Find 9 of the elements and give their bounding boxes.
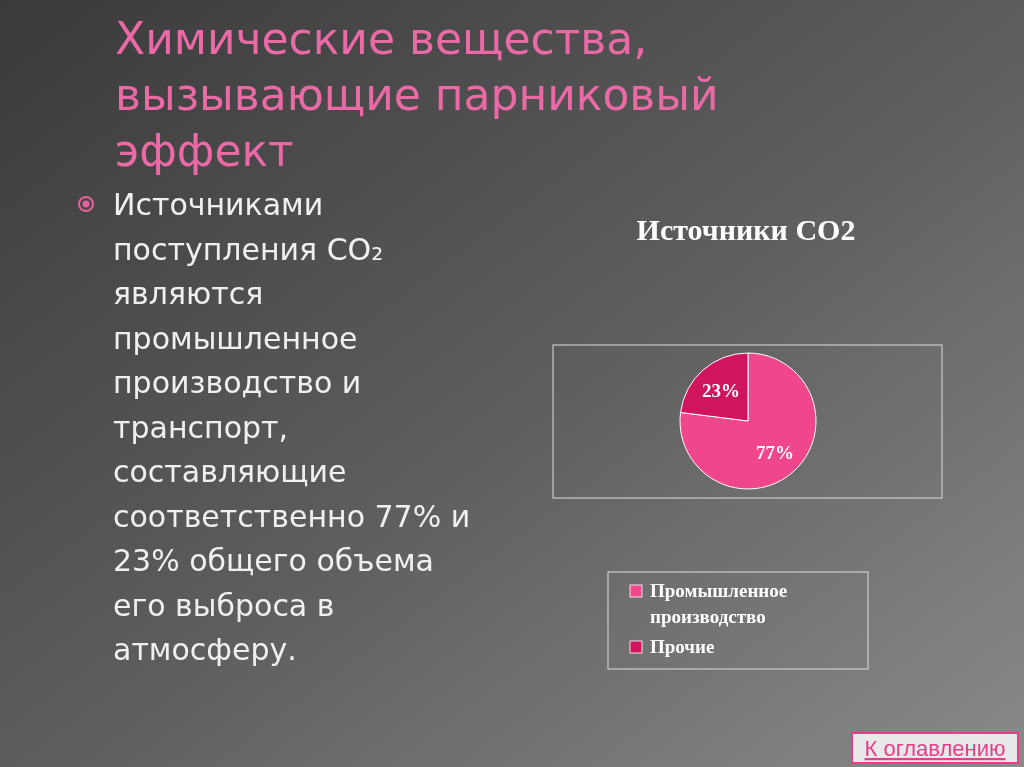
data-label: 23% (702, 380, 741, 402)
pie-slice (679, 352, 817, 490)
text: Источниками поступления CO₂ являются промышленное производство и транспорт, составляющие соответственно 77% и 23% общего объема его выброса в атмосферу. (113, 187, 471, 667)
data-label: 77% (755, 441, 794, 463)
legend-label: Промышленное производство (650, 580, 788, 627)
text: Химические вещества, вызывающие парниковый эффект (115, 13, 719, 176)
text: К оглавлению (864, 736, 1006, 761)
chart-title: Источники CO2 (636, 213, 856, 246)
legend-label: Прочие (650, 636, 715, 657)
